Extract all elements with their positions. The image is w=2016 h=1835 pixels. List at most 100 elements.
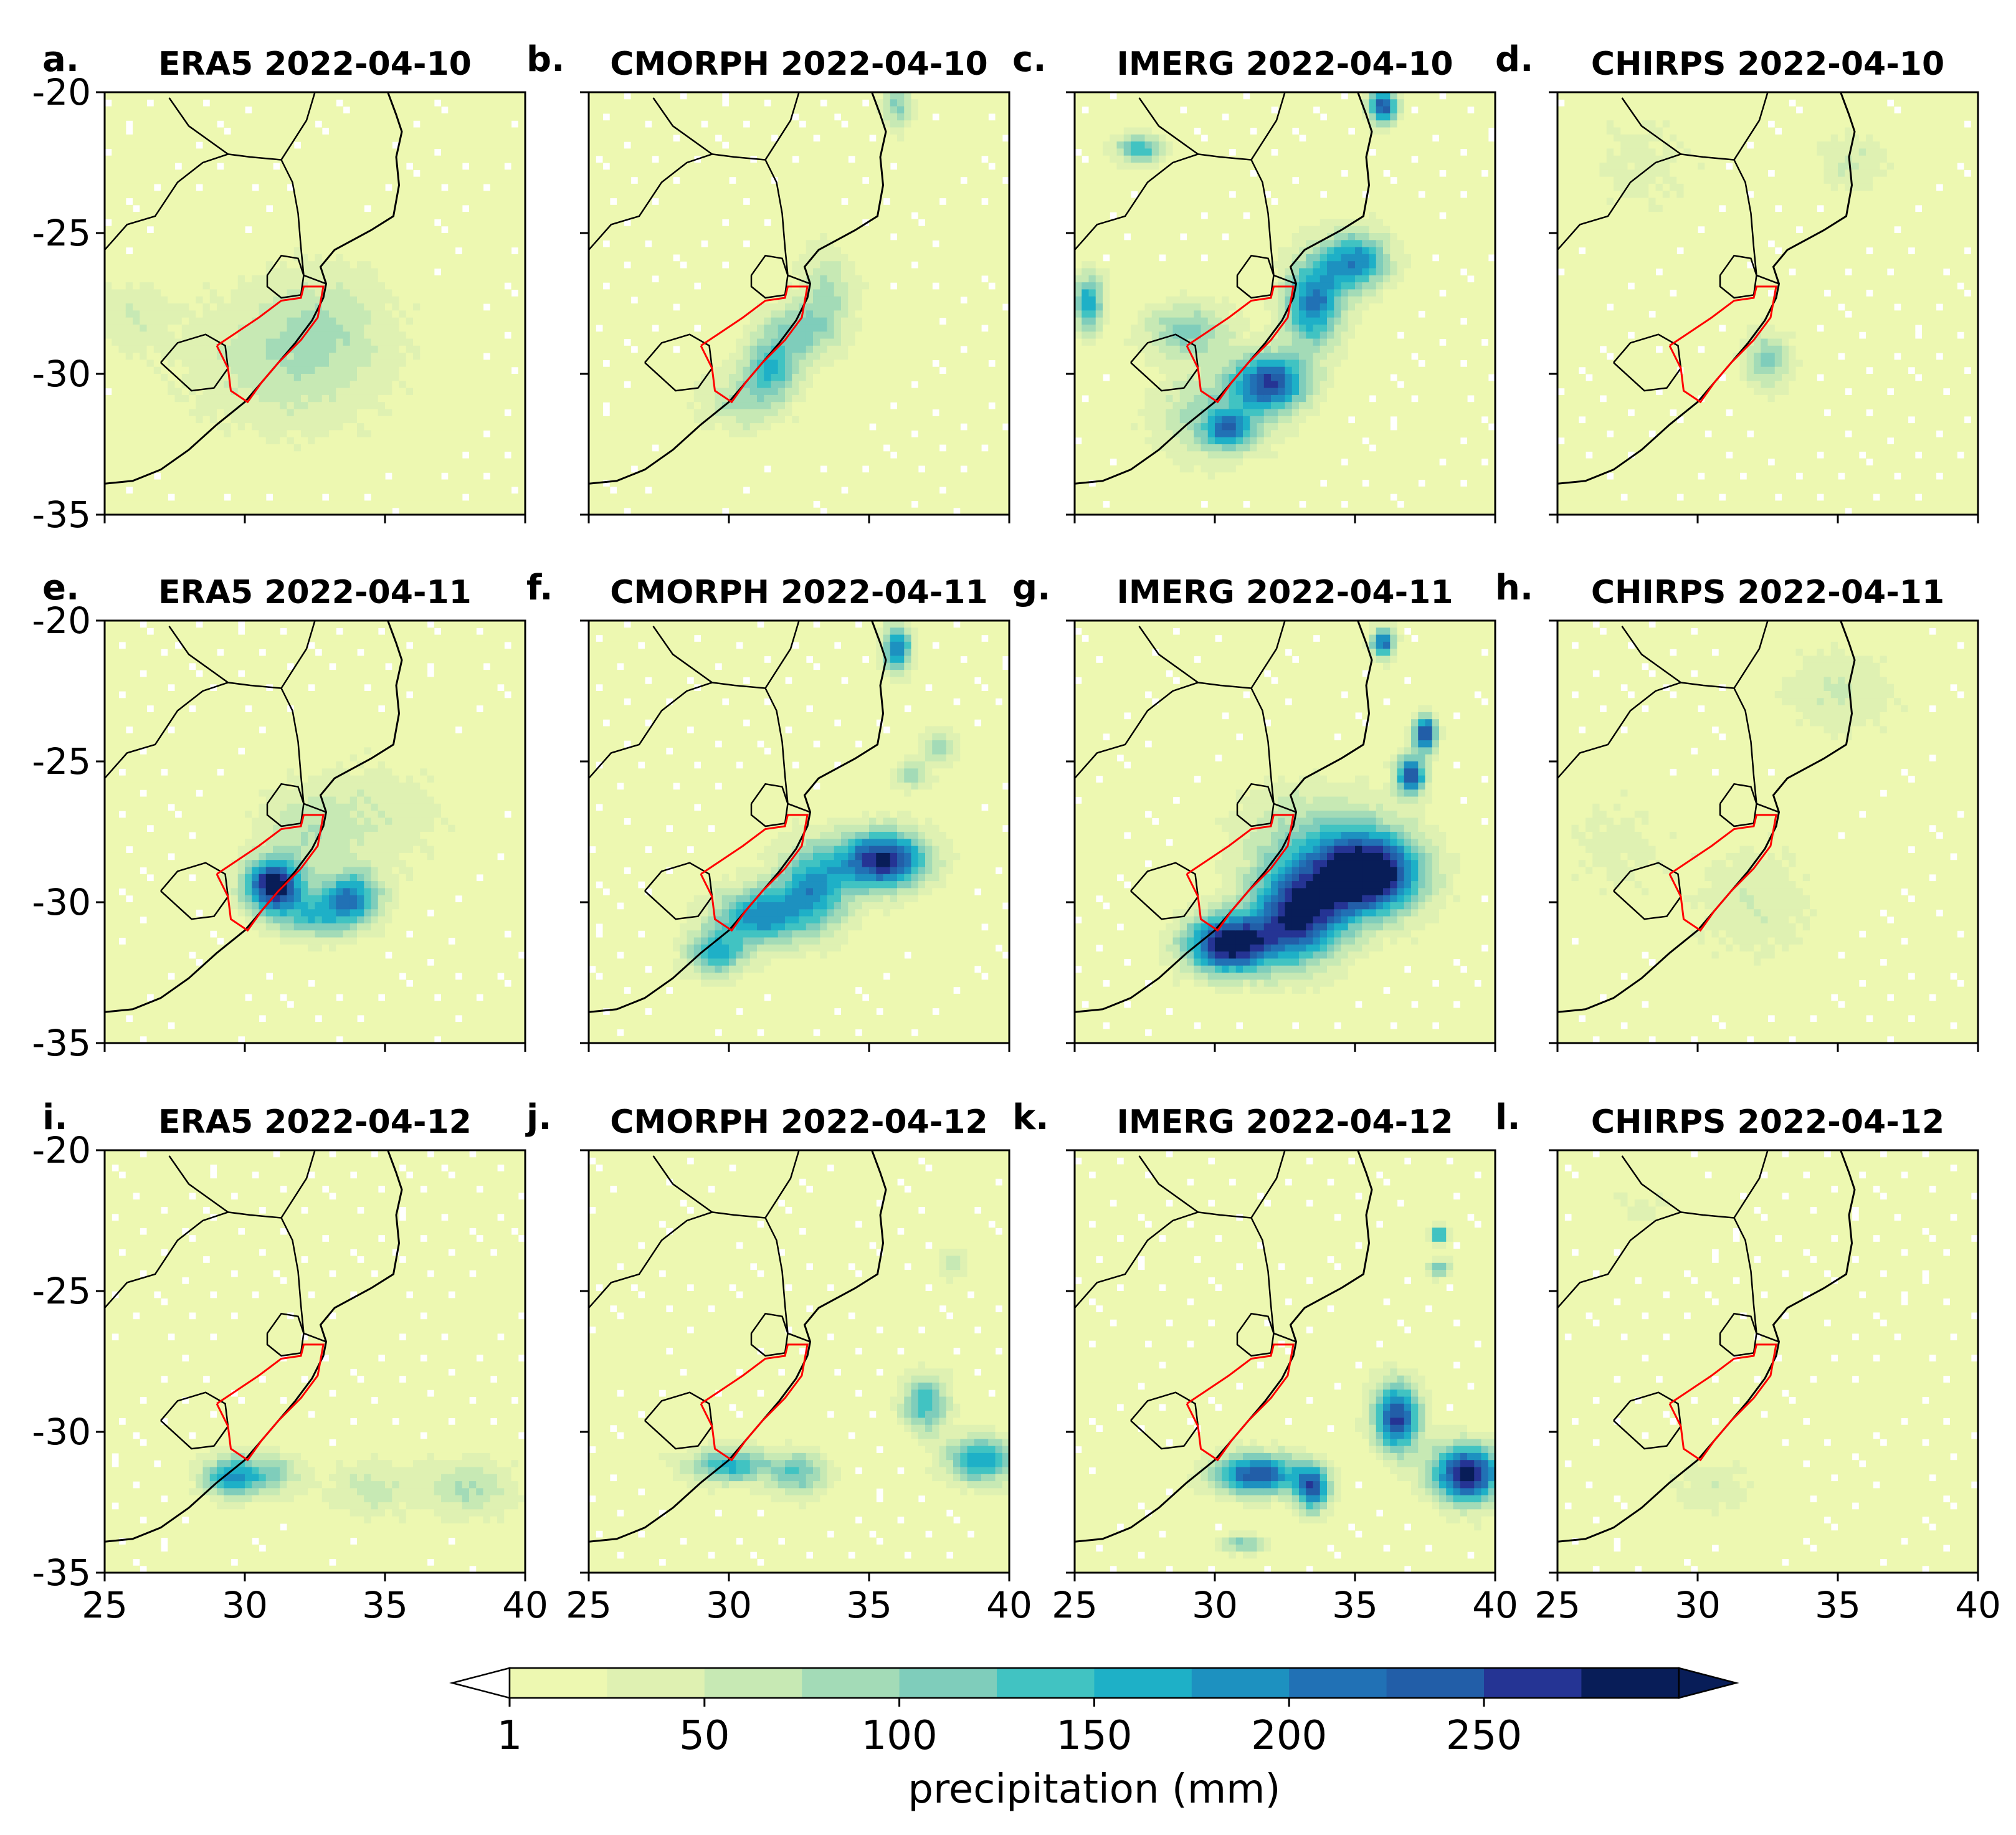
panel-letter: e. [42, 568, 79, 608]
colorbar-tick-label: 200 [1251, 1713, 1327, 1759]
country-border [1621, 97, 1681, 155]
coastline [1075, 92, 1373, 485]
precip-field [105, 1150, 525, 1573]
coastline [105, 1150, 403, 1543]
country-border [1613, 862, 1682, 920]
panel-title: IMERG 2022-04-10 [1116, 45, 1453, 83]
country-border [750, 254, 789, 299]
country-border [652, 1155, 713, 1213]
country-border [280, 1150, 316, 1219]
panel-title: CHIRPS 2022-04-10 [1591, 45, 1944, 83]
country-border [168, 1155, 229, 1213]
panel-letter: g. [1012, 568, 1050, 608]
panel-frame [1556, 619, 1979, 1044]
country-border [1621, 1155, 1681, 1213]
colorbar-segment [1094, 1668, 1192, 1698]
precip-field [1557, 92, 1978, 515]
colorbar-segment [1581, 1668, 1680, 1698]
y-tick-label: -35 [32, 493, 91, 536]
panel-frame [1073, 1149, 1496, 1574]
country-border [750, 783, 789, 827]
country-border [1250, 1150, 1286, 1219]
y-tick-label: -25 [32, 212, 91, 254]
country-border [1621, 626, 1681, 684]
panel-b: CMORPH 2022-04-10 b. [526, 39, 1010, 523]
country-border [1557, 1211, 1779, 1343]
panel-letter: f. [526, 568, 553, 608]
country-border [1236, 1312, 1275, 1357]
y-tick-label: -35 [32, 1551, 91, 1594]
panel-k: 25 30 35 40 IMERG 2022-04-12 k. [1012, 1097, 1518, 1626]
y-tick-label: -30 [32, 353, 91, 395]
panel-letter: l. [1495, 1097, 1520, 1138]
panel-title: IMERG 2022-04-11 [1116, 574, 1453, 611]
panel-letter: k. [1012, 1097, 1049, 1138]
country-border [652, 97, 713, 155]
colorbar-tick-label: 150 [1056, 1713, 1132, 1759]
country-border [750, 1312, 789, 1357]
country-border [1733, 1150, 1769, 1219]
country-border [644, 333, 713, 392]
panel-d: CHIRPS 2022-04-10 d. [1495, 39, 1979, 523]
colorbar-segment [1484, 1668, 1582, 1698]
colorbar-segment [997, 1668, 1095, 1698]
panel-title: ERA5 2022-04-11 [158, 574, 472, 611]
precip-field [105, 621, 525, 1043]
y-tick-label: -20 [32, 71, 91, 113]
colorbar-segment [1191, 1668, 1290, 1698]
panel-letter: d. [1495, 39, 1533, 80]
x-tick-label: 30 [1675, 1584, 1721, 1626]
region-boundary [700, 1343, 809, 1462]
panel-frame [1073, 91, 1496, 516]
coastline [589, 1150, 887, 1543]
country-border [589, 153, 811, 285]
country-border [1130, 333, 1199, 392]
panel-letter: a. [42, 39, 79, 80]
country-border [764, 92, 800, 161]
panel-g: IMERG 2022-04-11 g. [1012, 568, 1496, 1052]
country-border [652, 626, 713, 684]
colorbar-under-arrow [449, 1667, 511, 1699]
x-tick-label: 35 [1332, 1584, 1378, 1626]
country-border [160, 862, 229, 920]
coastline [105, 92, 403, 485]
panel-letter: i. [42, 1097, 67, 1138]
country-border [105, 682, 326, 813]
colorbar-tick-label: 1 [497, 1713, 523, 1759]
colorbar-over-arrow [1678, 1667, 1739, 1699]
country-border [280, 92, 316, 161]
panel-frame [587, 1149, 1010, 1574]
region-boundary [216, 814, 325, 932]
country-border [1075, 153, 1296, 285]
country-border [1138, 1155, 1199, 1213]
panel-h: CHIRPS 2022-04-11 h. [1495, 568, 1979, 1052]
panel-title: CMORPH 2022-04-10 [610, 45, 988, 83]
country-border [1557, 153, 1779, 285]
region-boundary [1186, 1343, 1295, 1462]
country-border [1719, 783, 1757, 827]
x-tick-label: 25 [566, 1584, 612, 1626]
region-boundary [1668, 814, 1777, 932]
country-border [1075, 1211, 1296, 1343]
colorbar-segment [704, 1668, 802, 1698]
panel-frame [103, 1149, 526, 1574]
region-boundary [700, 285, 809, 404]
panel-frame [1556, 1149, 1979, 1574]
country-border [280, 621, 316, 689]
x-tick-label: 40 [986, 1584, 1032, 1626]
country-border [644, 1391, 713, 1450]
y-tick-label: -30 [32, 881, 91, 923]
panel-a: -20 -25 -30 -35 ERA5 2022-04-10 a. [32, 39, 526, 536]
x-tick-label: 30 [706, 1584, 752, 1626]
panel-frame [1556, 91, 1979, 516]
panel-frame [587, 91, 1010, 516]
country-border [105, 153, 326, 285]
x-tick-label: 35 [846, 1584, 892, 1626]
country-border [168, 97, 229, 155]
colorbar-segment [510, 1668, 607, 1698]
panel-letter: b. [526, 39, 564, 80]
country-border [1250, 92, 1286, 161]
x-tick-label: 30 [1192, 1584, 1238, 1626]
coastline [1557, 621, 1856, 1013]
country-border [1138, 626, 1199, 684]
